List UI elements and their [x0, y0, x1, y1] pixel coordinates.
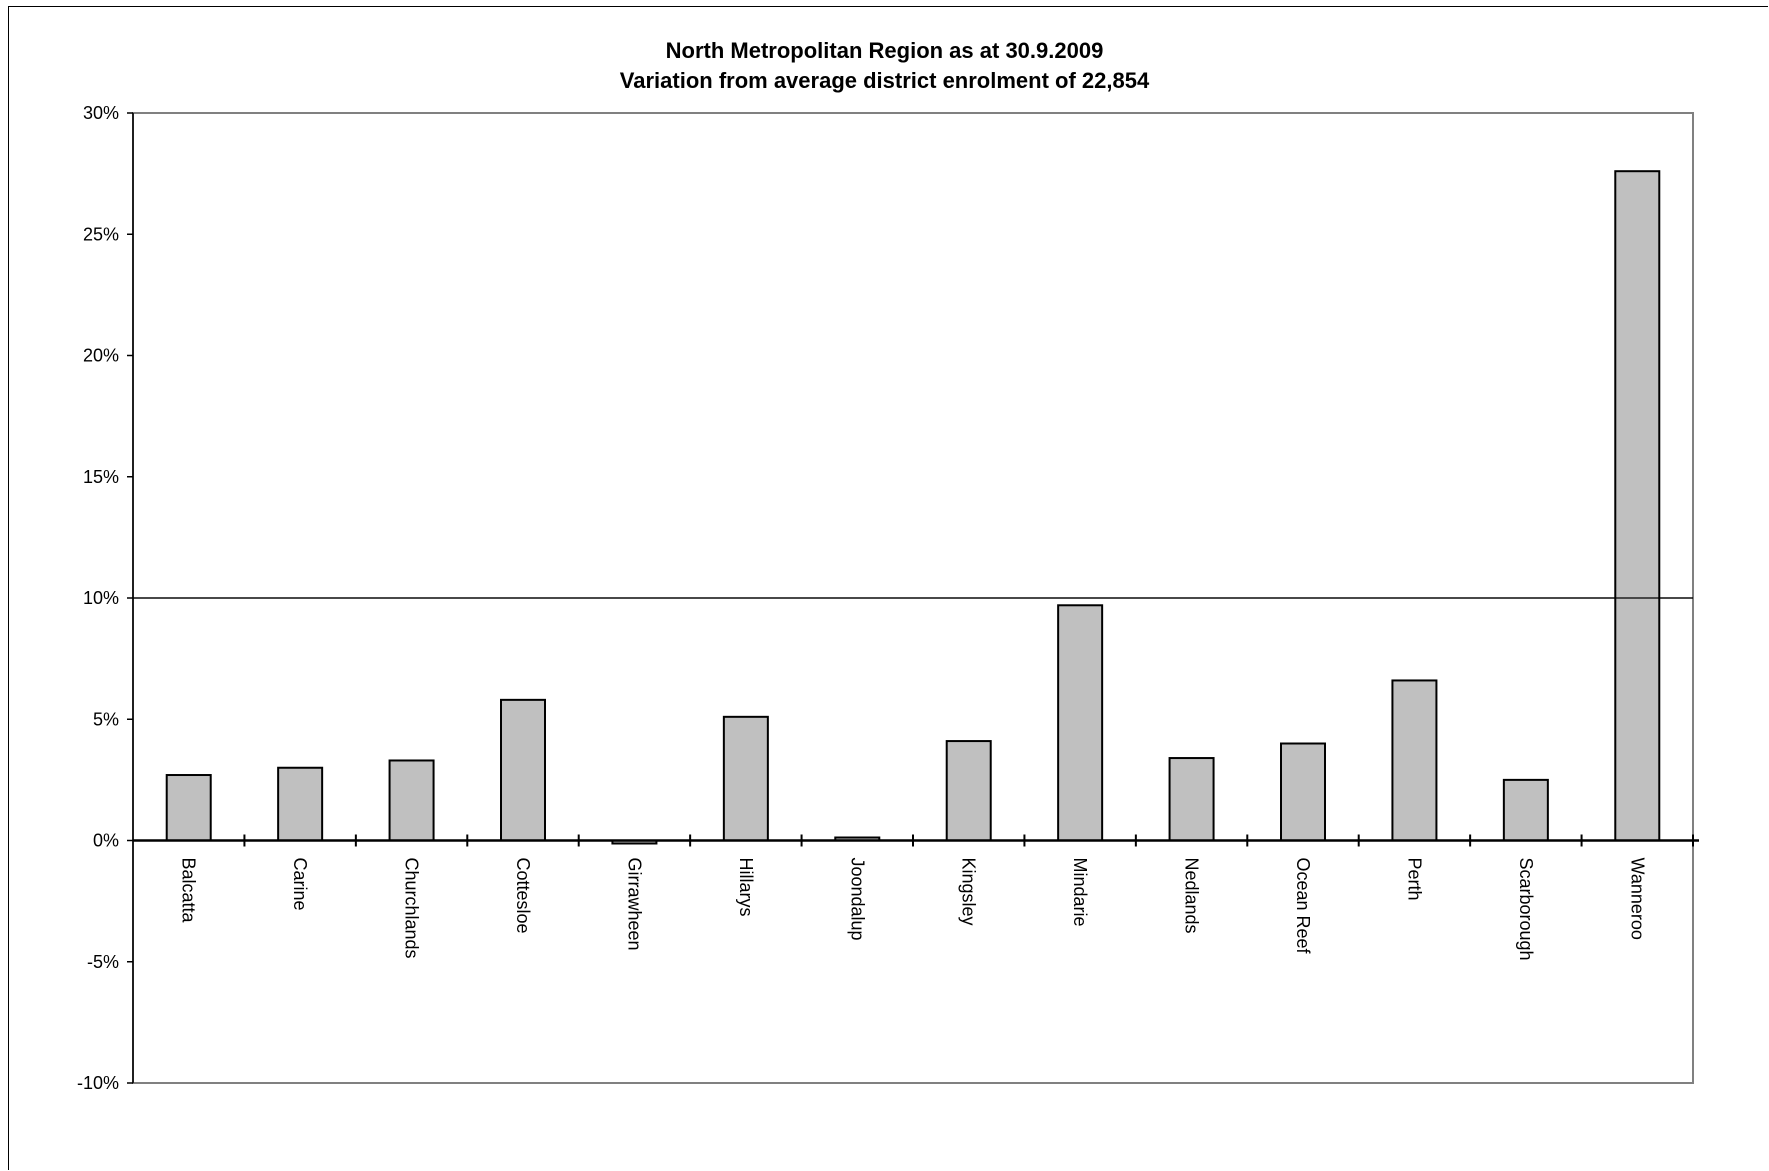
- bar-scarborough: [1502, 778, 1549, 842]
- bar-nedlands: [1168, 757, 1215, 842]
- y-tick-label: 10%: [83, 588, 119, 608]
- bar-hillarys: [722, 715, 769, 842]
- category-label: Joondalup: [847, 858, 867, 941]
- y-tick-label: 0%: [93, 831, 119, 851]
- y-tick-label: 25%: [83, 224, 119, 244]
- chart-title: North Metropolitan Region as at 30.9.200…: [0, 36, 1769, 96]
- category-label: Girrawheen: [624, 858, 644, 951]
- y-tick-label: -5%: [87, 952, 119, 972]
- category-label: Nedlands: [1182, 858, 1202, 934]
- category-label: Ocean Reef: [1293, 858, 1313, 955]
- bar-churchlands: [388, 759, 435, 842]
- bar-perth: [1391, 679, 1438, 842]
- y-tick-label: 20%: [83, 346, 119, 366]
- category-label: Wanneroo: [1627, 858, 1647, 940]
- bar-cottesloe: [500, 698, 546, 842]
- category-label: Balcatta: [179, 858, 199, 924]
- category-label: Scarborough: [1516, 858, 1536, 961]
- category-labels: Balcatta Carine Churchlands Cottesloe Girraw…: [179, 858, 1648, 961]
- category-label: Churchlands: [402, 858, 422, 959]
- bars: [133, 170, 1693, 845]
- bar-wanneroo: [1614, 170, 1661, 842]
- bar-balcatta: [165, 774, 212, 842]
- y-tick-label: 15%: [83, 467, 119, 487]
- category-label: Kingsley: [959, 858, 979, 926]
- category-label: Hillarys: [736, 858, 756, 917]
- y-tick-label: 30%: [83, 103, 119, 123]
- bar-mindarie: [1057, 604, 1104, 842]
- bar-kingsley: [945, 740, 992, 842]
- chart-frame: [8, 6, 1768, 1170]
- category-label: Mindarie: [1070, 858, 1090, 927]
- bar-carine: [277, 766, 324, 842]
- category-label: Cottesloe: [513, 858, 533, 934]
- category-label: Carine: [290, 858, 310, 911]
- category-label: Perth: [1404, 858, 1424, 901]
- chart-subtitle: Variation from average district enrolmen…: [619, 68, 1150, 93]
- chart-title-line-1: North Metropolitan Region as at 30.9.200…: [665, 38, 1104, 63]
- bar-ocean-reef: [1280, 742, 1326, 842]
- x-axis: [133, 834, 1699, 847]
- y-axis: 30% 25% 20% 15% 10% 5% 0% -5% -10%: [77, 103, 134, 1093]
- y-tick-label: -10%: [77, 1073, 119, 1093]
- y-tick-label: 5%: [93, 709, 119, 729]
